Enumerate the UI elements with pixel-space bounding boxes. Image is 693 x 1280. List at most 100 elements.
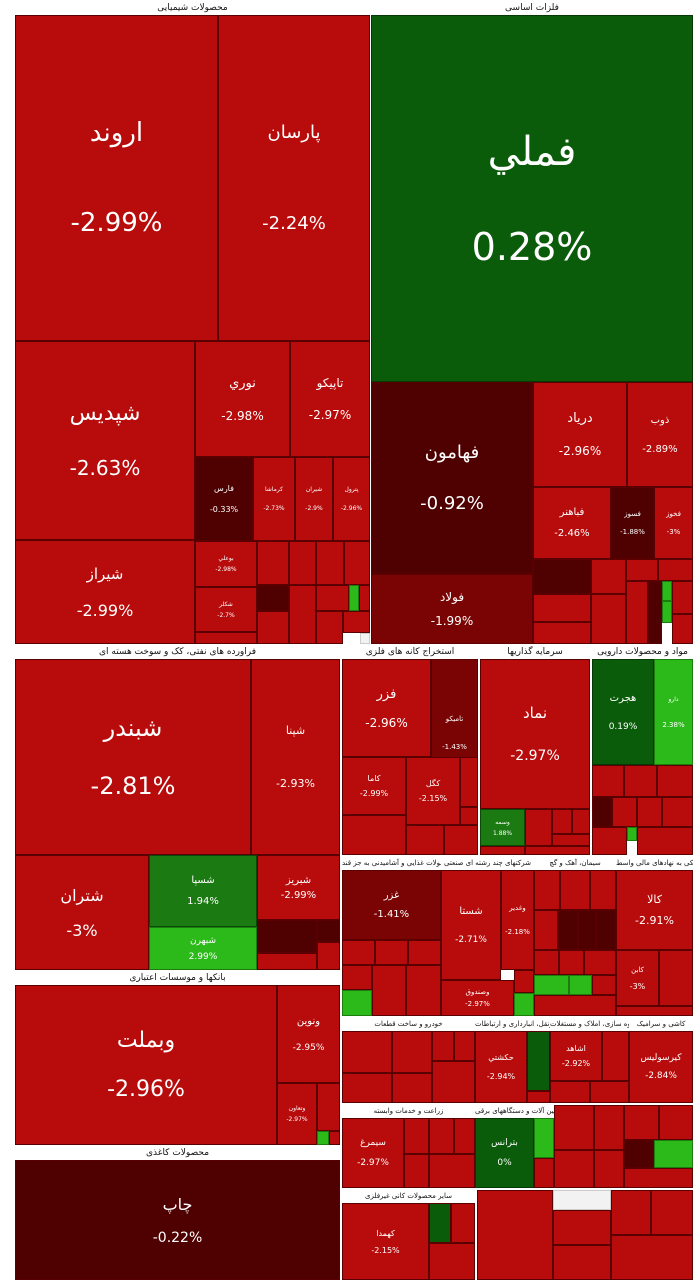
small-tile[interactable] [592,797,612,827]
small-tile[interactable] [624,765,657,797]
small-tile[interactable] [343,611,370,633]
small-tile[interactable] [624,1140,654,1168]
tile-fameli[interactable]: فملي 0.28% [371,15,693,382]
tile-chap[interactable]: چاپ -0.22% [15,1160,340,1280]
small-tile[interactable] [257,920,317,953]
small-tile[interactable] [451,1203,475,1243]
small-tile[interactable] [554,1105,594,1150]
tile-shabriz[interactable]: شبريز -2.99% [257,855,340,920]
small-tile[interactable] [569,975,592,995]
sector-header-multi[interactable]: شرکتهای چند رشته ای صنعتی [441,857,534,871]
small-tile[interactable] [533,559,591,594]
tile-tapiko[interactable]: تاپيكو -2.97% [290,341,370,457]
small-tile[interactable] [534,995,616,1016]
tile-shiran[interactable]: شيران -2.9% [295,457,333,541]
sector-header-construction[interactable]: انبوه سازی، املاک و مستغلات [550,1018,629,1032]
small-tile[interactable] [404,1118,429,1154]
small-tile[interactable] [662,797,693,827]
small-tile[interactable] [392,1031,432,1073]
tile-fakhooz[interactable]: فخوز -3% [654,487,693,559]
small-tile[interactable] [257,585,289,611]
sector-header-chemical[interactable]: محصولات شیمیایی [15,2,370,16]
small-tile[interactable] [257,953,317,970]
tile-shabandar[interactable]: شبندر -2.81% [15,659,251,855]
small-tile[interactable] [317,920,340,942]
tile-boali[interactable]: بوعلي -2.98% [195,541,257,587]
tile-fabahar[interactable]: فباهنر -2.46% [533,487,611,559]
tile-nemad[interactable]: نماد -2.97% [480,659,590,809]
small-tile[interactable] [626,559,658,581]
sector-header-electric[interactable]: ماشین آلات و دستگاههای برقی [475,1105,554,1119]
small-tile[interactable] [616,1006,693,1016]
small-tile[interactable] [429,1203,451,1243]
tile-kermasha[interactable]: كرماشا -2.73% [253,457,295,541]
small-tile[interactable] [329,1131,340,1145]
small-tile[interactable] [317,942,340,970]
small-tile[interactable] [317,1131,329,1145]
small-tile[interactable] [627,827,637,841]
small-tile[interactable] [429,1154,475,1188]
tile-nouri[interactable]: نوري -2.98% [195,341,290,457]
tile-fars[interactable]: فارس -0.33% [195,457,253,541]
small-tile[interactable] [480,846,525,855]
small-tile[interactable] [454,1031,475,1061]
small-tile[interactable] [342,1031,392,1073]
small-tile[interactable] [534,975,569,995]
small-tile[interactable] [477,1190,553,1280]
small-tile[interactable] [558,910,578,950]
small-tile[interactable] [648,581,662,644]
tile-kala[interactable]: كالا -2.91% [616,870,693,950]
tile-kagol[interactable]: كگل -2.15% [406,757,460,825]
small-tile[interactable] [584,950,616,975]
small-tile[interactable] [592,827,627,855]
tile-shoranaz[interactable]: وتعاون -2.97% [277,1083,317,1145]
sector-header-transport[interactable]: حمل ونقل، انبارداری و ارتباطات [475,1018,550,1032]
sector-header-agri[interactable]: زراعت و خدمات وابسته [342,1105,475,1119]
small-tile[interactable] [594,1150,624,1188]
tile-vaoyan[interactable]: ونوين -2.95% [277,985,340,1083]
small-tile[interactable] [596,910,616,950]
tile-kirasolis[interactable]: كيرسوليس -2.84% [629,1031,693,1103]
tile-shetran[interactable]: شتران -3% [15,855,149,970]
tile-vakadir[interactable]: وغدير -2.18% [501,870,534,970]
tile-ghazar[interactable]: غزر -1.41% [342,870,441,940]
sector-header-nonmetal[interactable]: سایر محصولات کانی غیرفلزی [342,1190,475,1204]
small-tile[interactable] [317,1083,340,1131]
sector-header-investment[interactable]: سرمایه گذاریها [480,646,590,660]
small-tile[interactable] [533,622,591,644]
small-tile[interactable] [533,594,591,622]
small-tile[interactable] [359,585,370,611]
small-tile[interactable] [406,825,444,855]
small-tile[interactable] [553,1210,611,1245]
small-tile[interactable] [534,870,560,910]
tile-fasoz[interactable]: فسوز -1.88% [611,487,654,559]
small-tile[interactable] [454,1118,475,1154]
small-tile[interactable] [344,541,370,585]
small-tile[interactable] [514,993,534,1016]
small-tile[interactable] [195,632,257,644]
small-tile[interactable] [342,940,375,965]
small-tile[interactable] [527,1091,550,1103]
small-tile[interactable] [672,614,693,644]
small-tile[interactable] [316,611,343,644]
small-tile[interactable] [658,559,693,581]
small-tile[interactable] [514,970,534,993]
small-tile[interactable] [594,1105,624,1150]
small-tile[interactable] [591,559,626,594]
small-tile[interactable] [592,975,616,995]
tile-kahma[interactable]: كهمدا -2.15% [342,1203,429,1280]
small-tile[interactable] [662,601,672,623]
small-tile[interactable] [572,809,590,834]
small-tile[interactable] [612,797,637,827]
tile-sadr[interactable]: وصندوق -2.97% [441,980,514,1016]
small-tile[interactable] [554,1150,594,1188]
small-tile[interactable] [525,846,590,855]
tile-pardol[interactable]: پترول -2.96% [333,457,370,541]
small-tile[interactable] [432,1031,454,1061]
sector-header-cement[interactable]: سیمان، آهک و گچ [534,857,616,871]
sector-header-auto[interactable]: خودرو و ساخت قطعات [342,1018,475,1032]
small-tile[interactable] [534,1118,554,1158]
small-tile[interactable] [342,815,406,855]
small-tile[interactable] [316,541,344,585]
small-tile[interactable] [590,870,616,910]
